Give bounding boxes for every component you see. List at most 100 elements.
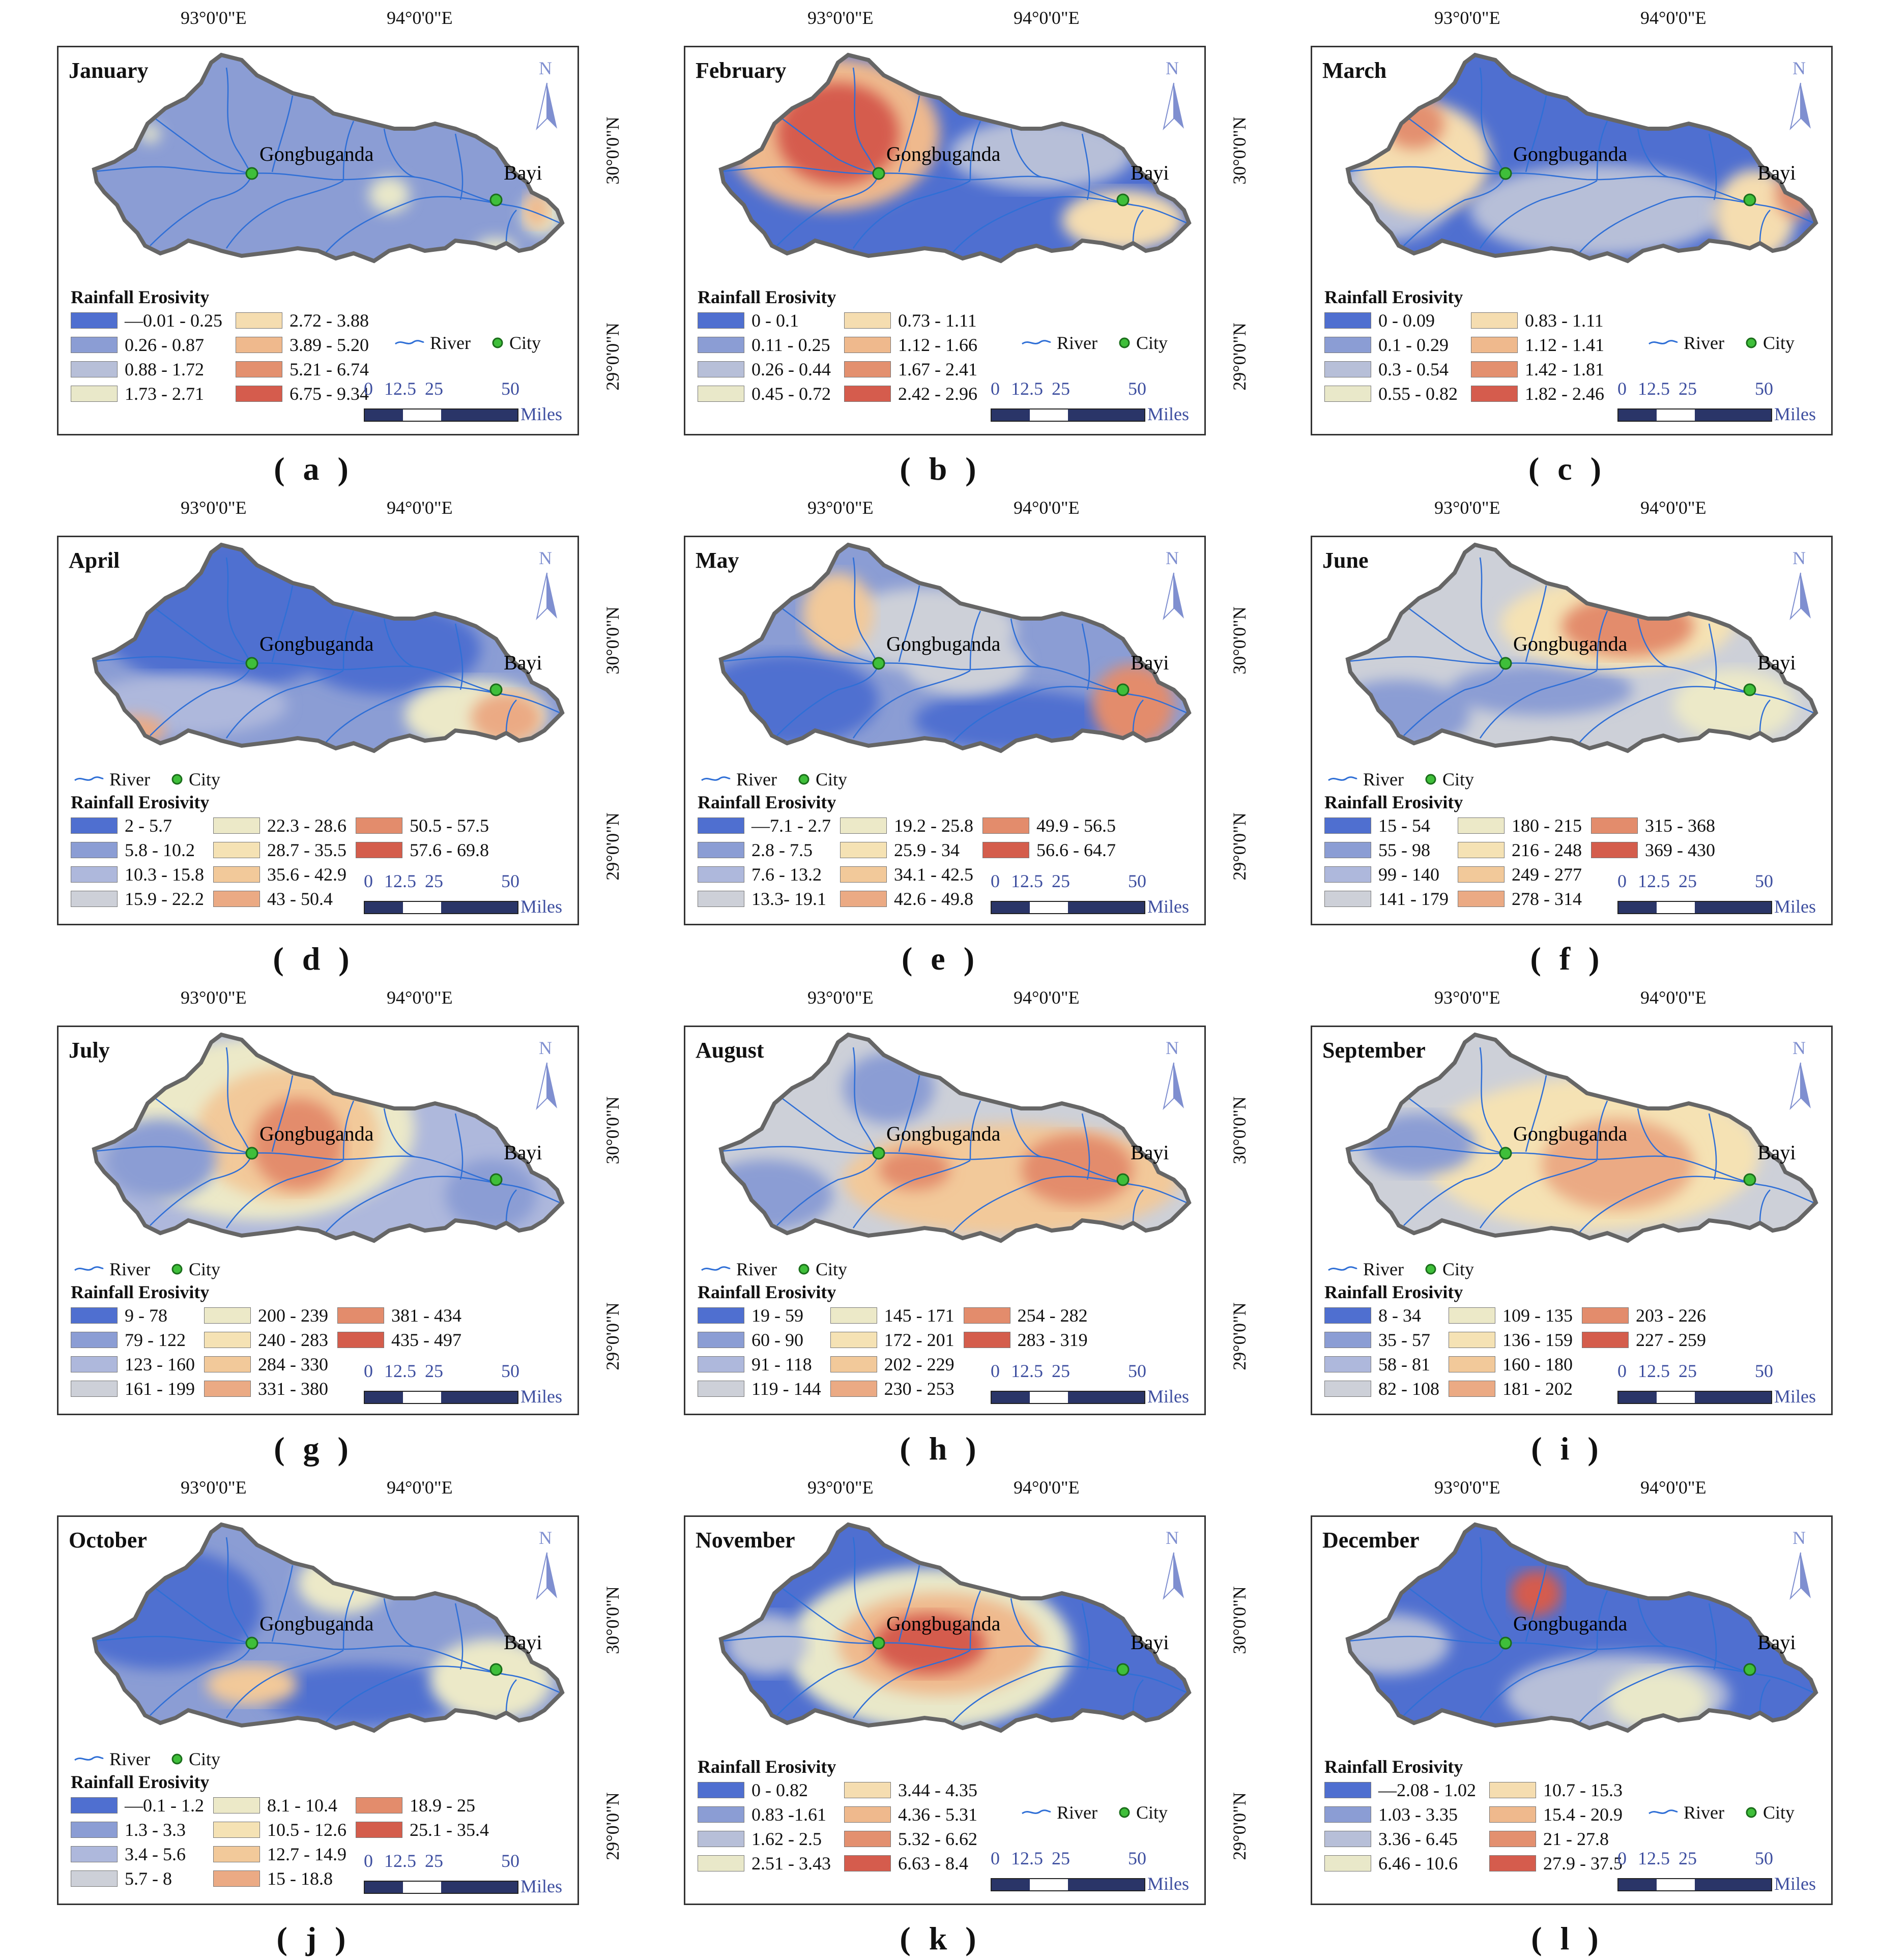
legend-label: 28.7 - 35.5 bbox=[267, 840, 346, 860]
erosivity-zone bbox=[950, 119, 1133, 190]
river-line bbox=[383, 618, 415, 668]
erosivity-zone bbox=[1470, 164, 1724, 256]
legend-item: 3.89 - 5.20 bbox=[236, 334, 369, 356]
legend-item: 34.1 - 42.5 bbox=[840, 864, 973, 885]
legend-item: 2.51 - 3.43 bbox=[698, 1853, 831, 1874]
legend-swatch bbox=[71, 1797, 118, 1813]
legend-swatch bbox=[1458, 866, 1505, 883]
legend-swatch bbox=[337, 1307, 384, 1324]
north-arrow-icon bbox=[1163, 82, 1184, 131]
river-line bbox=[225, 1537, 252, 1644]
river-line bbox=[898, 1075, 920, 1152]
map-panel-may: 93°0'0"E 94°0'0"E 30°0'0"N 29°0'0"N Gongbuga… bbox=[602, 490, 1254, 978]
city-name: Gongbuganda bbox=[259, 1122, 374, 1145]
legend-item: 99 - 140 bbox=[1324, 864, 1449, 885]
legend-swatch bbox=[356, 817, 402, 834]
legend-item: 369 - 430 bbox=[1591, 839, 1715, 861]
legend-item: 435 - 497 bbox=[337, 1329, 461, 1351]
scale-tick-label: 50 bbox=[501, 1361, 519, 1381]
legend-swatch bbox=[1591, 817, 1638, 834]
legend-label: 283 - 319 bbox=[1017, 1330, 1088, 1350]
river-line bbox=[1596, 1590, 1608, 1650]
river-line bbox=[1010, 128, 1042, 178]
legend-label: —7.1 - 2.7 bbox=[751, 815, 831, 836]
scale-tick-label: 25 bbox=[1679, 1848, 1697, 1868]
city-name: Gongbuganda bbox=[1513, 632, 1628, 655]
river-line bbox=[271, 585, 294, 662]
river-key-label: River bbox=[1057, 333, 1097, 353]
legend-label: 58 - 81 bbox=[1378, 1354, 1430, 1374]
legend-item: 0.1 - 0.29 bbox=[1324, 334, 1458, 356]
river-line bbox=[323, 196, 507, 256]
legend-item: 0.83 -1.61 bbox=[698, 1804, 831, 1825]
river-line bbox=[1132, 699, 1144, 734]
erosivity-zone bbox=[430, 1639, 552, 1720]
erosivity-zone bbox=[252, 1098, 343, 1190]
river-line bbox=[776, 174, 880, 246]
legend-label: 56.6 - 64.7 bbox=[1036, 840, 1116, 860]
river-line bbox=[225, 557, 252, 664]
legend-title: Rainfall Erosivity bbox=[1324, 1757, 1463, 1777]
legend-item: 18.9 - 25 bbox=[356, 1795, 489, 1816]
city-name: Bayi bbox=[1131, 1141, 1169, 1164]
river-key-label: River bbox=[736, 1259, 777, 1279]
legend-label: 1.3 - 3.3 bbox=[125, 1820, 186, 1840]
basin-boundary bbox=[92, 542, 565, 753]
legend-label: 119 - 144 bbox=[751, 1379, 821, 1399]
river-line bbox=[949, 196, 1134, 256]
legend-swatch bbox=[71, 361, 118, 377]
river-key-label: River bbox=[1057, 1802, 1097, 1823]
scale-unit: Miles bbox=[1147, 1874, 1190, 1894]
city-key: City bbox=[797, 769, 847, 790]
city-key-label: City bbox=[188, 1259, 220, 1279]
legend-swatch bbox=[71, 842, 118, 858]
legend-label: 315 - 368 bbox=[1645, 815, 1715, 836]
legend-label: —0.01 - 0.25 bbox=[125, 310, 222, 331]
erosivity-map: Gongbuganda Bayi bbox=[92, 1032, 565, 1243]
legend-swatch bbox=[236, 361, 282, 377]
north-arrow-icon bbox=[536, 1552, 557, 1600]
river-line bbox=[323, 1176, 507, 1236]
river-key-icon bbox=[701, 1266, 731, 1271]
basin-boundary bbox=[1345, 1032, 1818, 1243]
river-line bbox=[852, 1047, 879, 1154]
panel-label: ( d ) bbox=[273, 941, 355, 977]
map-keys: River City bbox=[1021, 1802, 1168, 1823]
legend-item: 1.67 - 2.41 bbox=[844, 359, 977, 380]
legend-swatch bbox=[1324, 312, 1371, 329]
scale-bar-graphic bbox=[364, 408, 518, 422]
scale-tick-label: 12.5 bbox=[384, 378, 416, 399]
river-line bbox=[1081, 1113, 1090, 1180]
legend-swatch bbox=[698, 891, 744, 907]
scale-bar-graphic bbox=[1617, 1878, 1772, 1891]
legend-swatch bbox=[1489, 1806, 1536, 1823]
legend-item: 123 - 160 bbox=[71, 1354, 195, 1375]
legend-item: 331 - 380 bbox=[204, 1378, 328, 1399]
scale-tick-label: 0 bbox=[364, 871, 373, 891]
scale-bar: 0 12.5 25 50 Miles bbox=[991, 378, 1194, 424]
city-marker bbox=[245, 167, 258, 180]
legend-swatch bbox=[1489, 1782, 1536, 1798]
scale-tick-label: 50 bbox=[1755, 378, 1773, 399]
city-name: Bayi bbox=[1131, 161, 1169, 184]
basin-boundary bbox=[1345, 52, 1818, 264]
latitude-label-30n: 30°0'0"N bbox=[1229, 606, 1250, 675]
river-key-icon bbox=[74, 776, 104, 781]
month-title: November bbox=[696, 1528, 795, 1553]
river-line bbox=[271, 95, 294, 172]
legend-item: 5.32 - 6.62 bbox=[844, 1828, 977, 1850]
city-key-label: City bbox=[1136, 333, 1168, 353]
legend-label: 55 - 98 bbox=[1378, 840, 1430, 860]
legend-label: 10.3 - 15.8 bbox=[125, 864, 204, 885]
river-line bbox=[1479, 557, 1506, 664]
city-name: Bayi bbox=[1757, 1631, 1796, 1654]
river-line bbox=[150, 1154, 253, 1226]
river-line bbox=[323, 1665, 507, 1726]
city-marker bbox=[1116, 1663, 1130, 1676]
city-key-label: City bbox=[1136, 1802, 1168, 1823]
legend-item: 202 - 229 bbox=[830, 1354, 955, 1375]
latitude-label-29n: 29°0'0"N bbox=[1229, 323, 1250, 391]
latitude-label-29n: 29°0'0"N bbox=[1229, 1302, 1250, 1370]
legend-label: 15.4 - 20.9 bbox=[1543, 1804, 1623, 1825]
legend-swatch bbox=[213, 866, 260, 883]
